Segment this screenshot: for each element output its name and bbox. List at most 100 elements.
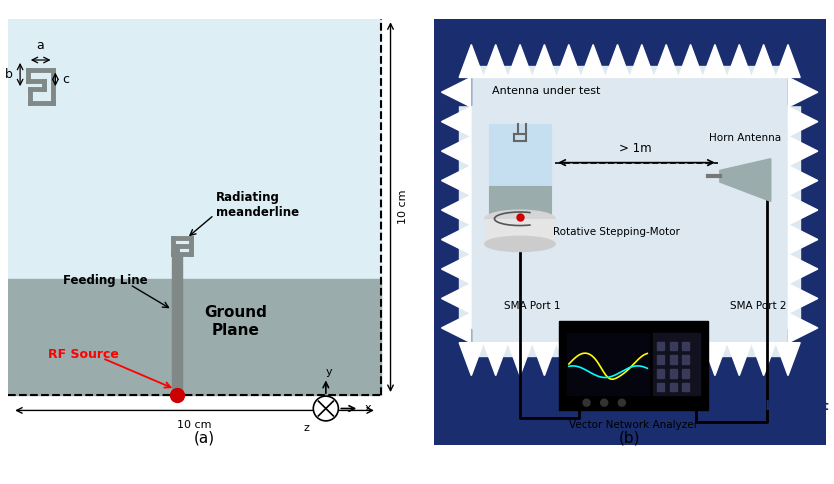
Polygon shape (532, 45, 556, 77)
Bar (670, 369, 676, 378)
Bar (489, 124, 551, 186)
Bar (172, 256, 182, 395)
Polygon shape (441, 284, 471, 313)
Circle shape (600, 399, 608, 406)
Polygon shape (508, 343, 532, 376)
Bar (682, 355, 689, 364)
Polygon shape (441, 313, 471, 343)
Bar (657, 342, 664, 350)
Bar (788, 8, 827, 105)
Text: 10 cm: 10 cm (178, 420, 212, 430)
Polygon shape (556, 343, 581, 376)
Text: x: x (364, 404, 371, 413)
Text: y: y (325, 367, 332, 377)
Text: a: a (37, 39, 44, 52)
Polygon shape (776, 45, 800, 77)
Bar (670, 342, 676, 350)
Bar (670, 382, 676, 391)
Bar (657, 382, 664, 391)
Text: (b): (b) (619, 430, 641, 445)
Polygon shape (720, 159, 771, 201)
Polygon shape (556, 45, 581, 77)
Polygon shape (788, 196, 818, 225)
Polygon shape (788, 254, 818, 284)
Polygon shape (441, 77, 471, 107)
Polygon shape (460, 343, 484, 376)
Text: SMA Port 1: SMA Port 1 (505, 301, 560, 311)
Polygon shape (460, 45, 484, 77)
Polygon shape (508, 45, 532, 77)
Polygon shape (788, 136, 818, 166)
Polygon shape (441, 196, 471, 225)
Text: (a): (a) (193, 430, 215, 445)
Bar (682, 382, 689, 391)
Polygon shape (630, 45, 654, 77)
Bar (460, 66, 800, 356)
Polygon shape (654, 45, 678, 77)
Polygon shape (776, 343, 800, 376)
Polygon shape (654, 343, 678, 376)
Polygon shape (581, 45, 605, 77)
Polygon shape (788, 166, 818, 196)
Bar (657, 355, 664, 364)
Bar (8, 19, 380, 279)
Polygon shape (532, 343, 556, 376)
Circle shape (314, 396, 339, 421)
Polygon shape (788, 284, 818, 313)
Polygon shape (441, 107, 471, 136)
Polygon shape (788, 107, 818, 136)
Ellipse shape (485, 210, 555, 227)
Polygon shape (751, 45, 776, 77)
Polygon shape (484, 343, 508, 376)
Polygon shape (441, 254, 471, 284)
Text: 10 cm: 10 cm (399, 190, 409, 225)
Polygon shape (441, 166, 471, 196)
Text: Feeding Line: Feeding Line (63, 274, 148, 287)
Text: Radiating
meanderline: Radiating meanderline (216, 191, 299, 219)
Ellipse shape (485, 236, 555, 252)
Text: c: c (63, 73, 69, 86)
Text: Ground
Plane: Ground Plane (204, 305, 267, 337)
Polygon shape (605, 343, 630, 376)
Polygon shape (678, 343, 703, 376)
Polygon shape (727, 45, 751, 77)
Bar (682, 342, 689, 350)
Polygon shape (788, 225, 818, 254)
Polygon shape (788, 77, 818, 107)
Polygon shape (678, 45, 703, 77)
Bar (489, 186, 551, 217)
Bar (653, 333, 701, 395)
Text: RF Source: RF Source (48, 348, 118, 361)
Polygon shape (441, 225, 471, 254)
Polygon shape (630, 343, 654, 376)
Text: > 1m: > 1m (619, 142, 652, 155)
Polygon shape (740, 397, 753, 416)
Text: Rotative Stepping-Motor: Rotative Stepping-Motor (553, 227, 680, 237)
Bar (8, 279, 380, 395)
Polygon shape (484, 45, 508, 77)
Polygon shape (703, 343, 727, 376)
Circle shape (618, 399, 626, 406)
Polygon shape (581, 343, 605, 376)
Bar (567, 333, 649, 395)
Text: Vector Network Analyzer: Vector Network Analyzer (569, 420, 698, 430)
Bar (559, 321, 708, 410)
Polygon shape (605, 45, 630, 77)
Text: b: b (5, 68, 13, 81)
Bar (434, 8, 471, 105)
Circle shape (583, 399, 590, 406)
Text: z: z (304, 423, 309, 433)
Bar (657, 369, 664, 378)
Polygon shape (788, 313, 818, 343)
Text: Absorbent: Absorbent (757, 400, 830, 413)
Text: SMA Port 2: SMA Port 2 (730, 301, 786, 311)
Bar (434, 329, 471, 445)
Bar (670, 355, 676, 364)
Text: Horn Antenna: Horn Antenna (709, 133, 781, 143)
Polygon shape (727, 343, 751, 376)
Polygon shape (441, 136, 471, 166)
Text: Antenna under test: Antenna under test (492, 86, 600, 96)
Bar (788, 329, 827, 445)
Bar (682, 369, 689, 378)
Bar (485, 219, 555, 244)
